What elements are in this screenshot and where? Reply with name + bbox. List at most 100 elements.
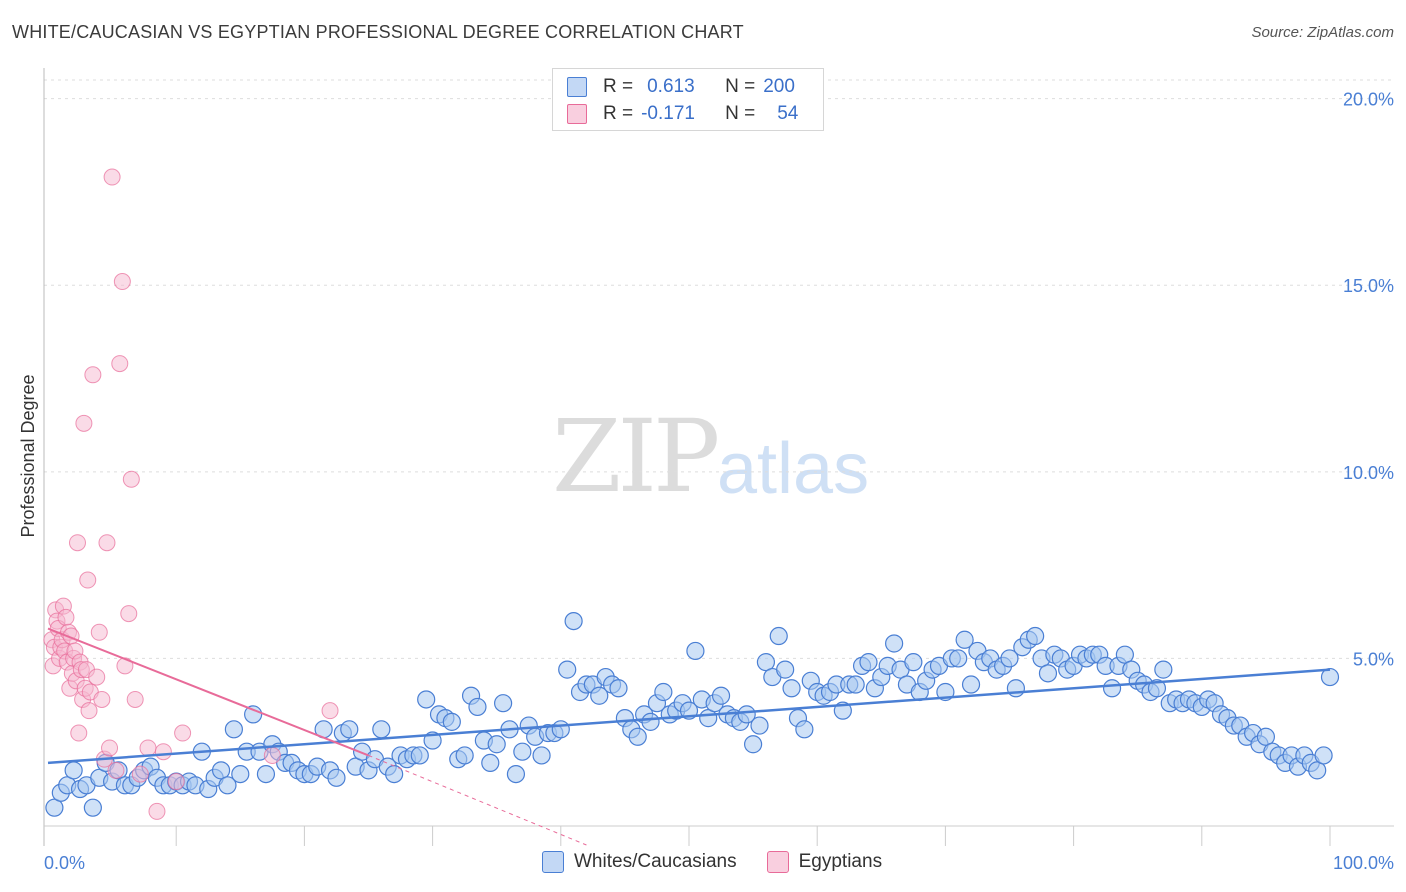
- trendline-egyptians: [47, 627, 369, 757]
- point-egyptians: [154, 743, 172, 761]
- point-egyptians: [90, 623, 108, 641]
- point-whites: [410, 746, 429, 765]
- point-egyptians: [113, 273, 131, 291]
- trendline-egyptians-extrapolated: [368, 754, 587, 846]
- legend-row-egyptians: R = -0.171 N = 54: [567, 101, 798, 127]
- point-whites: [711, 686, 731, 705]
- point-egyptians: [174, 724, 192, 742]
- point-whites: [455, 746, 474, 765]
- point-egyptians: [116, 657, 134, 675]
- legend-swatch-egyptians: [766, 851, 789, 873]
- point-whites: [372, 720, 391, 739]
- series-egyptians-points: [43, 168, 339, 820]
- point-egyptians: [263, 746, 281, 764]
- point-whites: [564, 611, 583, 631]
- source-label: Source: ZipAtlas.com: [1251, 24, 1394, 41]
- point-whites: [776, 660, 795, 679]
- point-whites: [609, 679, 628, 698]
- point-whites: [846, 675, 865, 694]
- point-whites: [1154, 660, 1173, 679]
- stats-legend: R = 0.613 N = 200 R = -0.171 N = 54: [552, 68, 824, 131]
- point-egyptians: [88, 668, 106, 686]
- legend-r-label: R =: [603, 76, 634, 97]
- point-whites: [686, 641, 705, 661]
- point-egyptians: [122, 470, 140, 488]
- point-whites: [481, 753, 500, 773]
- watermark-zip: ZIP: [552, 398, 720, 515]
- point-egyptians: [321, 702, 339, 720]
- point-whites: [558, 660, 577, 679]
- point-whites: [654, 682, 673, 702]
- chart-title: WHITE/CAUCASIAN VS EGYPTIAN PROFESSIONAL…: [12, 22, 744, 42]
- legend-n-label: N =: [725, 76, 756, 97]
- point-whites: [83, 798, 102, 817]
- gridlines: [44, 79, 1394, 659]
- point-egyptians: [107, 761, 125, 779]
- point-whites: [256, 764, 276, 784]
- watermark-atlas: atlas: [717, 429, 870, 509]
- point-whites: [737, 705, 756, 724]
- point-whites: [628, 727, 647, 746]
- point-whites: [442, 712, 461, 731]
- point-whites: [955, 630, 974, 649]
- point-egyptians: [120, 605, 138, 623]
- legend-r-value: -0.171: [641, 103, 695, 124]
- legend-r-label: R =: [603, 103, 634, 124]
- point-egyptians: [103, 168, 121, 186]
- point-whites: [885, 634, 904, 653]
- point-whites: [743, 735, 763, 754]
- point-whites: [532, 746, 551, 765]
- x-tick-label-max: 100.0%: [1333, 853, 1394, 873]
- point-whites: [64, 761, 83, 780]
- point-whites: [904, 653, 923, 672]
- point-whites: [1000, 649, 1019, 668]
- point-whites: [949, 649, 968, 668]
- legend-n-label: N =: [725, 103, 756, 124]
- point-whites: [327, 768, 346, 787]
- x-tick-label-min: 0.0%: [44, 853, 85, 873]
- point-whites: [218, 776, 237, 795]
- point-whites: [513, 742, 532, 761]
- point-whites: [769, 626, 788, 646]
- point-whites: [961, 675, 981, 694]
- legend-n-value: 54: [777, 103, 799, 124]
- trend-lines: [47, 627, 1331, 846]
- point-whites: [1147, 679, 1167, 698]
- legend-item-egyptians[interactable]: Egyptians: [766, 851, 882, 873]
- point-whites: [231, 764, 250, 784]
- point-whites: [468, 697, 487, 717]
- trendline-whites: [47, 668, 1331, 765]
- point-whites: [506, 764, 526, 784]
- y-tick-label: 10.0%: [1343, 463, 1394, 483]
- legend-r-value: 0.613: [647, 76, 695, 97]
- point-whites: [417, 690, 436, 709]
- legend-swatch-whites: [567, 77, 587, 97]
- legend-swatch-whites: [542, 851, 564, 873]
- point-whites: [641, 712, 660, 731]
- point-whites: [795, 720, 814, 739]
- point-whites: [859, 653, 878, 672]
- legend-row-whites: R = 0.613 N = 200: [567, 74, 795, 100]
- x-tick-marks: [175, 826, 1331, 846]
- point-whites: [340, 720, 359, 739]
- point-whites: [494, 694, 513, 713]
- point-egyptians: [101, 739, 119, 757]
- point-egyptians: [111, 355, 129, 373]
- point-egyptians: [93, 690, 111, 708]
- legend-label-whites: Whites/Caucasians: [574, 851, 737, 872]
- point-whites: [1026, 626, 1045, 646]
- point-whites: [782, 679, 801, 698]
- point-egyptians: [84, 366, 102, 384]
- point-whites: [1320, 667, 1340, 687]
- legend-n-value: 200: [763, 76, 795, 97]
- series-legend: Whites/Caucasians Egyptians: [542, 851, 912, 873]
- point-egyptians: [148, 802, 166, 820]
- series-whites-points: [45, 611, 1340, 817]
- point-egyptians: [57, 608, 75, 626]
- point-egyptians: [80, 702, 98, 720]
- point-whites: [1006, 679, 1026, 698]
- point-whites: [224, 720, 243, 739]
- legend-item-whites[interactable]: Whites/Caucasians: [542, 851, 737, 873]
- point-whites: [1102, 679, 1122, 698]
